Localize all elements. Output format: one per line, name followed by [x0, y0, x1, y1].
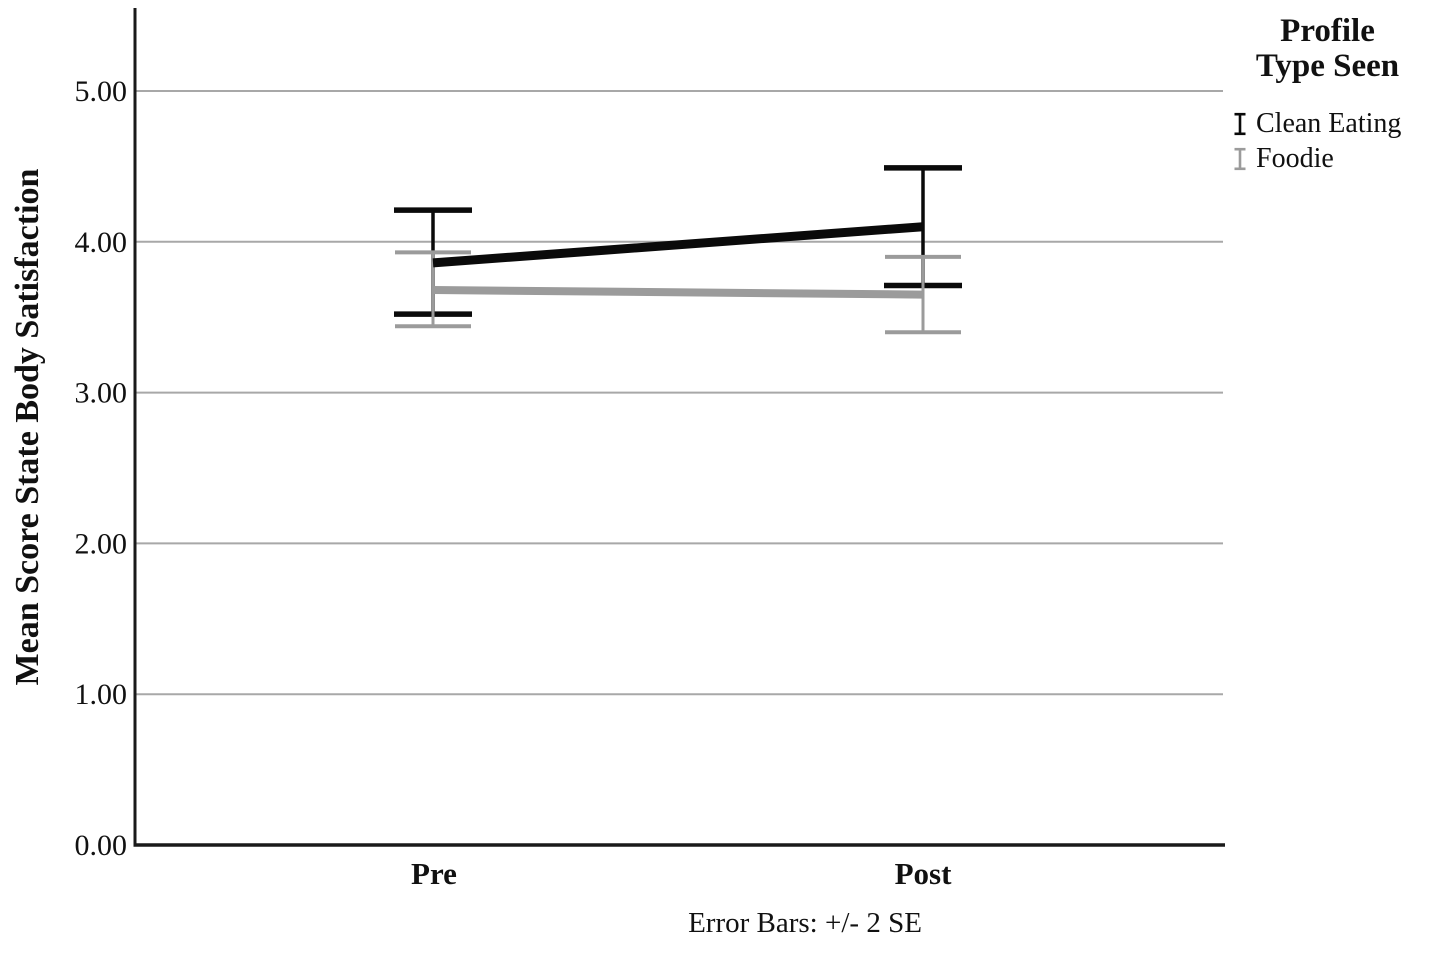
error-bar-icon [1233, 147, 1247, 171]
x-category-label-post: Post [894, 856, 952, 891]
y-tick-label-1.00: 1.00 [75, 678, 128, 711]
legend-title: Profile Type Seen [1225, 14, 1430, 84]
legend-entry-label: Clean Eating [1256, 107, 1402, 139]
legend-entries: Clean Eating Foodie [1225, 106, 1430, 176]
legend-entry-label: Foodie [1256, 142, 1334, 174]
legend-entry-clean-eating: Clean Eating [1233, 106, 1430, 141]
legend-entry-foodie: Foodie [1233, 141, 1430, 176]
legend-title-line2: Type Seen [1255, 48, 1400, 84]
legend: Profile Type Seen Clean Eating Foodie [1225, 14, 1430, 176]
y-axis-title: Mean Score State Body Satisfaction [9, 168, 46, 686]
y-tick-label-3.00: 3.00 [75, 377, 128, 410]
y-tick-label-0.00: 0.00 [75, 829, 128, 862]
y-tick-label-4.00: 4.00 [75, 226, 128, 259]
x-category-label-pre: Pre [411, 856, 457, 891]
legend-title-line1: Profile [1280, 13, 1375, 49]
y-tick-label-5.00: 5.00 [75, 75, 128, 108]
error-bar-icon [1233, 112, 1247, 136]
error-bars-caption: Error Bars: +/- 2 SE [688, 907, 922, 939]
y-tick-label-2.00: 2.00 [75, 527, 128, 560]
series-line-clean-eating [432, 222, 924, 268]
series-line-foodie [432, 286, 924, 299]
